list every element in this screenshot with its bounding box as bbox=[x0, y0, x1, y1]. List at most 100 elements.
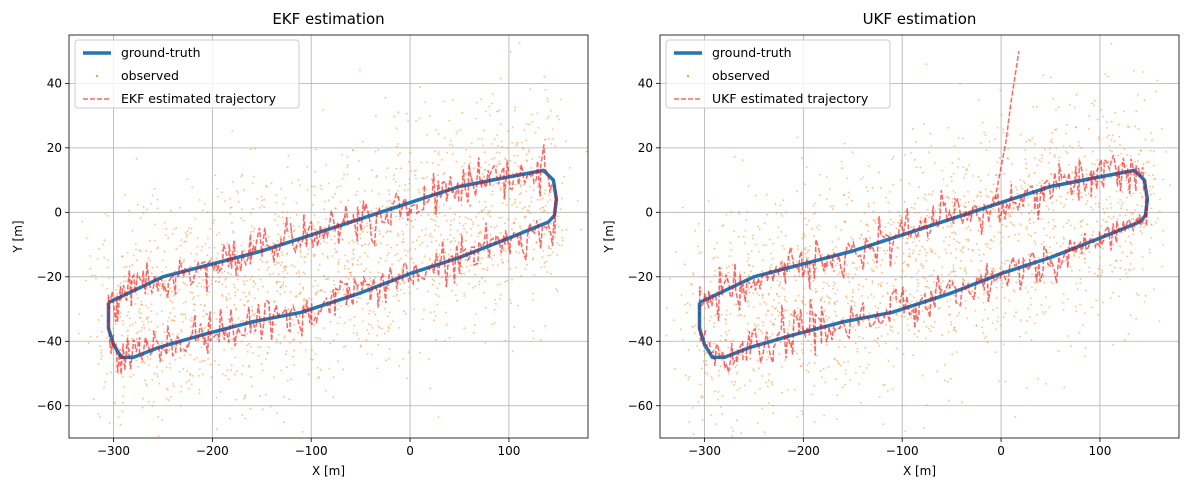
observed-point bbox=[854, 329, 857, 331]
observed-point bbox=[170, 319, 173, 322]
observed-point bbox=[282, 203, 285, 205]
observed-point bbox=[847, 302, 849, 305]
observed-point bbox=[909, 255, 912, 258]
observed-point bbox=[1106, 126, 1109, 129]
observed-point bbox=[310, 298, 313, 301]
observed-point bbox=[1063, 204, 1066, 206]
observed-point bbox=[163, 280, 166, 282]
observed-point bbox=[885, 196, 887, 199]
observed-point bbox=[719, 349, 721, 352]
observed-point bbox=[1048, 197, 1051, 200]
observed-point bbox=[361, 228, 364, 231]
observed-point bbox=[1015, 261, 1017, 264]
observed-point bbox=[302, 286, 304, 289]
observed-point bbox=[513, 221, 516, 224]
observed-point bbox=[514, 201, 516, 204]
observed-point bbox=[325, 164, 328, 167]
observed-point bbox=[1042, 311, 1044, 313]
observed-point bbox=[995, 286, 998, 289]
observed-point bbox=[369, 271, 372, 273]
observed-point bbox=[852, 238, 854, 241]
observed-point bbox=[844, 346, 847, 348]
observed-point bbox=[341, 177, 344, 180]
observed-point bbox=[804, 246, 807, 249]
observed-point bbox=[781, 366, 783, 368]
observed-point bbox=[888, 191, 891, 193]
observed-point bbox=[873, 269, 875, 272]
observed-point bbox=[879, 264, 882, 267]
observed-point bbox=[493, 157, 496, 160]
observed-point bbox=[304, 298, 306, 300]
observed-point bbox=[246, 344, 248, 347]
x-tick-label: 0 bbox=[997, 444, 1005, 458]
observed-point bbox=[848, 439, 850, 441]
observed-point bbox=[407, 120, 409, 123]
observed-point bbox=[1148, 248, 1151, 251]
observed-point bbox=[319, 184, 322, 187]
observed-point bbox=[247, 300, 250, 302]
observed-point bbox=[1072, 198, 1074, 201]
observed-point bbox=[147, 307, 149, 309]
observed-point bbox=[735, 303, 738, 306]
observed-point bbox=[477, 138, 480, 141]
observed-point bbox=[253, 176, 255, 178]
observed-point bbox=[785, 211, 787, 214]
observed-point bbox=[166, 387, 168, 390]
observed-point bbox=[520, 141, 523, 144]
observed-point bbox=[387, 189, 390, 192]
observed-point bbox=[292, 224, 295, 227]
observed-point bbox=[397, 235, 399, 237]
observed-point bbox=[964, 300, 967, 302]
observed-point bbox=[955, 351, 958, 353]
observed-point bbox=[360, 263, 363, 266]
observed-point bbox=[250, 346, 252, 348]
observed-point bbox=[774, 318, 777, 321]
observed-point bbox=[280, 369, 283, 372]
observed-point bbox=[104, 213, 107, 215]
observed-point bbox=[1008, 215, 1010, 217]
observed-point bbox=[518, 252, 521, 254]
observed-point bbox=[204, 242, 207, 245]
observed-point bbox=[96, 258, 99, 260]
observed-point bbox=[1026, 196, 1029, 199]
observed-point bbox=[1139, 226, 1142, 228]
observed-point bbox=[175, 227, 178, 229]
observed-point bbox=[464, 216, 467, 219]
observed-point bbox=[1036, 164, 1039, 167]
observed-point bbox=[801, 362, 804, 365]
observed-point bbox=[185, 235, 188, 238]
observed-point bbox=[933, 269, 935, 272]
observed-point bbox=[159, 294, 162, 297]
observed-point bbox=[1004, 206, 1007, 209]
y-tick-label: −20 bbox=[628, 270, 653, 284]
observed-point bbox=[1139, 192, 1142, 195]
observed-point bbox=[923, 320, 925, 323]
observed-point bbox=[529, 88, 532, 90]
observed-point bbox=[880, 187, 882, 190]
observed-point bbox=[1034, 288, 1037, 291]
observed-point bbox=[1151, 185, 1154, 188]
observed-point bbox=[1065, 222, 1068, 225]
observed-point bbox=[290, 378, 292, 381]
observed-point bbox=[954, 326, 956, 329]
observed-point bbox=[906, 318, 909, 320]
observed-point bbox=[993, 269, 996, 272]
observed-point bbox=[103, 256, 106, 259]
observed-point bbox=[978, 205, 980, 208]
observed-point bbox=[1098, 202, 1100, 205]
observed-point bbox=[720, 267, 722, 270]
observed-point bbox=[357, 296, 359, 299]
observed-point bbox=[150, 202, 153, 205]
observed-point bbox=[334, 242, 336, 245]
observed-point bbox=[994, 138, 997, 141]
observed-point bbox=[990, 239, 992, 242]
observed-point bbox=[519, 225, 521, 228]
observed-point bbox=[1081, 196, 1083, 198]
observed-point bbox=[1030, 339, 1033, 341]
observed-point bbox=[866, 296, 869, 299]
observed-point bbox=[153, 372, 156, 375]
observed-point bbox=[420, 214, 423, 217]
observed-point bbox=[122, 402, 124, 404]
observed-point bbox=[1144, 172, 1146, 174]
observed-point bbox=[314, 279, 317, 282]
